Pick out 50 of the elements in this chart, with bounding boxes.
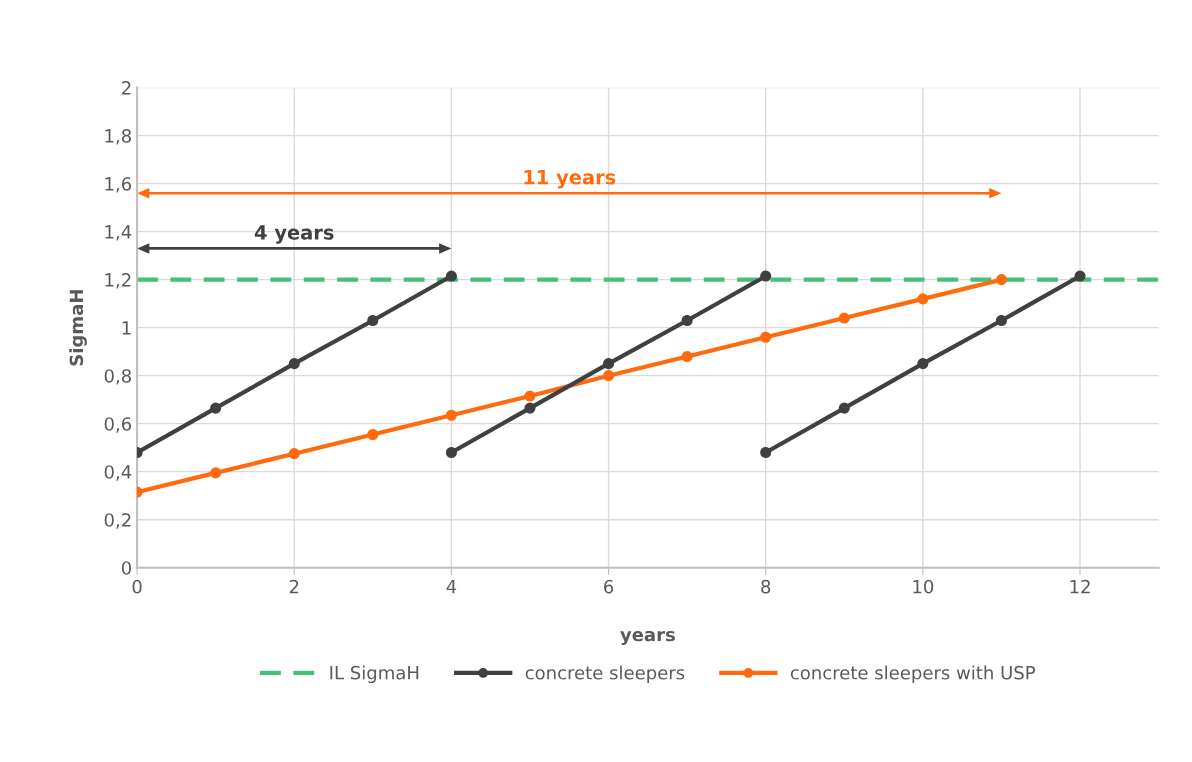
- point: [1074, 270, 1086, 282]
- point: [917, 358, 929, 370]
- y-tick-label: 0,4: [104, 465, 132, 481]
- x-tick-label: 6: [604, 579, 614, 594]
- x-tick-label: 4: [446, 580, 457, 594]
- y-tick-label: 0: [121, 561, 132, 575]
- point: [838, 402, 850, 414]
- point: [210, 402, 222, 414]
- x-axis-title: years: [620, 630, 675, 645]
- point: [445, 270, 457, 282]
- x-tick-label: 10: [913, 579, 934, 594]
- point: [445, 409, 457, 421]
- point: [367, 428, 379, 441]
- point: [917, 293, 929, 305]
- legend-label: IL SigmaH: [330, 665, 419, 684]
- annotation: 4 years: [254, 225, 334, 244]
- point: [995, 274, 1008, 286]
- point: [524, 390, 536, 402]
- x-tick-label: 2: [289, 579, 299, 594]
- y-tick-label: 1: [122, 321, 131, 335]
- x-tick-label: 8: [761, 579, 771, 594]
- legend-label: concrete sleepers with USP: [790, 665, 1036, 684]
- y-tick-label: 0,8: [104, 369, 131, 385]
- point: [760, 270, 772, 282]
- y-tick-label: 2: [122, 81, 131, 95]
- y-tick-label: 1,2: [105, 273, 131, 289]
- y-tick-label: 1,4: [105, 225, 132, 241]
- y-tick-label: 0,2: [104, 513, 131, 529]
- point: [603, 370, 615, 382]
- y-axis-title: SigmaH: [69, 290, 87, 366]
- point: [681, 350, 693, 363]
- y-tick-label: 1,8: [105, 129, 131, 145]
- point: [995, 314, 1008, 327]
- point: [760, 446, 772, 459]
- point: [445, 446, 457, 459]
- y-tick-label: 0,6: [104, 417, 132, 433]
- point: [760, 331, 772, 343]
- x-tick-label: 12: [1070, 579, 1090, 594]
- x-tick-label: 0: [132, 579, 142, 594]
- point: [367, 314, 379, 327]
- point: [288, 358, 300, 370]
- point: [288, 448, 300, 460]
- point: [681, 314, 693, 327]
- point: [210, 467, 222, 479]
- point: [524, 402, 536, 414]
- legend-label: concrete sleepers: [525, 665, 685, 684]
- y-tick-label: 1,6: [105, 177, 132, 193]
- annotation: 11 years: [524, 170, 616, 189]
- point: [838, 312, 850, 324]
- point: [603, 358, 615, 370]
